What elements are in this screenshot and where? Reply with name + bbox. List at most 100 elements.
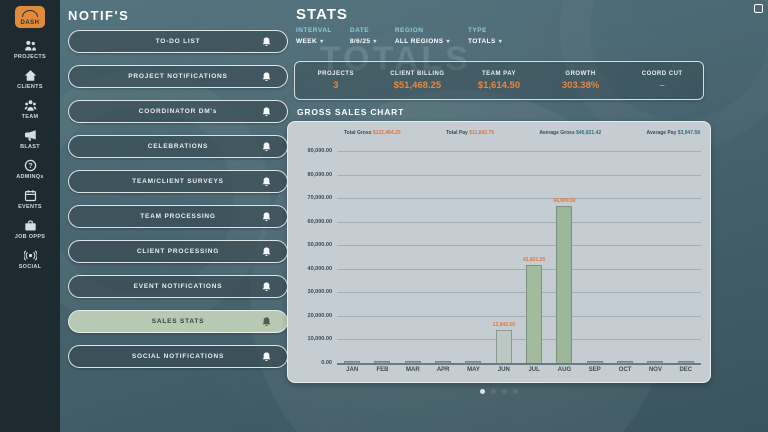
summary-growth: GROWTH 303.38%	[540, 71, 622, 91]
app-logo[interactable]: DASH	[15, 6, 45, 28]
bar-jan[interactable]	[344, 361, 361, 363]
notif-button-label: COORDINATOR DM's	[138, 108, 218, 115]
sidebar-item-team[interactable]: TEAM	[2, 99, 58, 120]
sidebar-item-adminqs[interactable]: ? ADMINQs	[2, 159, 58, 180]
notif-button-event-notifications[interactable]: EVENT NOTIFICATIONS	[68, 275, 288, 298]
notif-button-sales-stats[interactable]: SALES STATS	[68, 310, 288, 333]
bar-value-label: 66,699.50	[553, 197, 576, 204]
legend-total-pay: Total Pay $11,842.75	[445, 130, 494, 136]
bar-jul[interactable]	[526, 264, 543, 363]
sidebar-item-label: SOCIAL	[18, 264, 42, 270]
notif-button-client-processing[interactable]: CLIENT PROCESSING	[68, 240, 288, 263]
chevron-down-icon: ▾	[320, 39, 324, 45]
x-axis-label: MAR	[405, 367, 420, 373]
filter-select-interval[interactable]: WEEK ▾	[296, 38, 332, 45]
y-axis-tick: 70,000.00	[307, 195, 332, 202]
bar-jun[interactable]	[495, 330, 512, 363]
page-dot-2[interactable]	[491, 389, 496, 394]
notif-button-project-notifications[interactable]: PROJECT NOTIFICATIONS	[68, 65, 288, 88]
x-axis-label: NOV	[648, 367, 662, 373]
notif-button-team-processing[interactable]: TEAM PROCESSING	[68, 205, 288, 228]
notif-button-social-notifications[interactable]: SOCIAL NOTIFICATIONS	[68, 345, 288, 368]
page-dot-3[interactable]	[502, 389, 507, 394]
notif-button-label: SOCIAL NOTIFICATIONS	[131, 353, 225, 360]
chevron-down-icon: ▾	[373, 39, 377, 45]
chevron-down-icon: ▾	[446, 39, 450, 45]
bar-aug[interactable]	[556, 205, 573, 363]
bar-oct[interactable]	[617, 361, 634, 363]
x-axis-labels: JAN FEB MAR APR MAY JUN JUL AUG SEP OCT NOV DEC	[337, 367, 701, 373]
bar-slot	[580, 151, 610, 363]
bar-mar[interactable]	[404, 361, 421, 363]
sidebar-item-label: TEAM	[21, 114, 39, 120]
filter-select-region[interactable]: ALL REGIONS ▾	[395, 38, 450, 45]
notif-button-label: SALES STATS	[151, 318, 205, 325]
plot-area: 13,943.50 41,821.25 66,699.50 90,000.00 80,…	[308, 148, 701, 366]
summary-value: $51,468.25	[393, 79, 442, 91]
chart-panel: Total Gross $122,464.25 Total Pay $11,842…	[287, 121, 711, 383]
summary-team-pay: TEAM PAY $1,614.50	[458, 71, 540, 91]
x-axis-label: SEP	[588, 367, 601, 373]
chart-title: GROSS SALES CHART	[297, 107, 405, 117]
page-dot-4[interactable]	[513, 389, 518, 394]
bell-icon	[261, 71, 272, 82]
bar-feb[interactable]	[374, 361, 391, 363]
maximize-icon[interactable]	[754, 4, 763, 13]
filter-label: TYPE	[467, 27, 487, 34]
summary-label: COORD CUT	[641, 70, 683, 77]
bar-slot: 41,821.25	[519, 151, 549, 363]
bar-may[interactable]	[465, 361, 482, 363]
bar-slot	[398, 151, 428, 363]
pagination-dots	[287, 389, 711, 394]
sidebar-item-social[interactable]: SOCIAL	[2, 249, 58, 270]
filter-region: REGION ALL REGIONS ▾	[395, 27, 450, 45]
sidebar-item-label: JOB OPPS	[14, 234, 46, 240]
x-axis-label: FEB	[376, 367, 389, 373]
filter-label: REGION	[394, 27, 424, 34]
notif-button-label: CLIENT PROCESSING	[136, 248, 220, 255]
bar-slot	[428, 151, 458, 363]
summary-projects: PROJECTS 3	[295, 71, 377, 91]
y-axis-tick: 30,000.00	[307, 289, 332, 296]
bar-dec[interactable]	[677, 361, 694, 363]
sidebar-item-blast[interactable]: BLAST	[2, 129, 58, 150]
bell-icon	[261, 141, 272, 152]
y-axis-tick: 40,000.00	[307, 265, 332, 272]
bar-sep[interactable]	[586, 361, 603, 363]
summary-value: 303.38%	[561, 79, 600, 91]
page-dot-1[interactable]	[480, 389, 485, 394]
bar-nov[interactable]	[647, 361, 664, 363]
x-axis-label: JUN	[497, 367, 510, 373]
sidebar-item-events[interactable]: EVENTS	[2, 189, 58, 210]
bell-icon	[261, 106, 272, 117]
x-axis-label: MAY	[467, 367, 480, 373]
bell-icon	[261, 176, 272, 187]
summary-box: PROJECTS 3 CLIENT BILLING $51,468.25 TEAM PA…	[294, 61, 704, 100]
filter-select-date[interactable]: 8/6/25 ▾	[350, 38, 377, 45]
notif-button-label: TEAM/CLIENT SURVEYS	[132, 178, 224, 185]
summary-client-billing: CLIENT BILLING $51,468.25	[377, 71, 459, 91]
watermark-text: TOTALS	[320, 40, 471, 78]
notifs-title: NOTIF'S	[68, 8, 130, 23]
summary-label: PROJECTS	[317, 70, 354, 77]
sidebar-nav: PROJECTS CLIENTS TEAM BLAST ? ADMINQs EVENTS JO…	[2, 39, 58, 279]
x-axis-label: AUG	[557, 367, 572, 373]
filter-select-type[interactable]: TOTALS ▾	[468, 38, 502, 45]
notif-button-team-client-surveys[interactable]: TEAM/CLIENT SURVEYS	[68, 170, 288, 193]
notif-button-to-do-list[interactable]: TO-DO LIST	[68, 30, 288, 53]
sidebar-item-projects[interactable]: PROJECTS	[2, 39, 58, 60]
y-axis-tick: 60,000.00	[307, 218, 332, 225]
bar-value-label: 13,943.50	[492, 322, 515, 329]
filter-label: DATE	[349, 27, 370, 34]
sidebar-item-job-opps[interactable]: JOB OPPS	[2, 219, 58, 240]
notif-button-coordinator-dm-s[interactable]: COORDINATOR DM's	[68, 100, 288, 123]
house-icon	[24, 69, 37, 82]
notif-button-celebrations[interactable]: CELEBRATIONS	[68, 135, 288, 158]
legend-total-gross: Total Gross $122,464.25	[344, 130, 401, 136]
notif-button-label: TEAM PROCESSING	[140, 213, 216, 220]
gridline	[337, 315, 701, 317]
bell-icon	[261, 246, 272, 257]
filter-label: INTERVAL	[296, 27, 332, 34]
sidebar-item-clients[interactable]: CLIENTS	[2, 69, 58, 90]
bar-apr[interactable]	[435, 361, 452, 363]
